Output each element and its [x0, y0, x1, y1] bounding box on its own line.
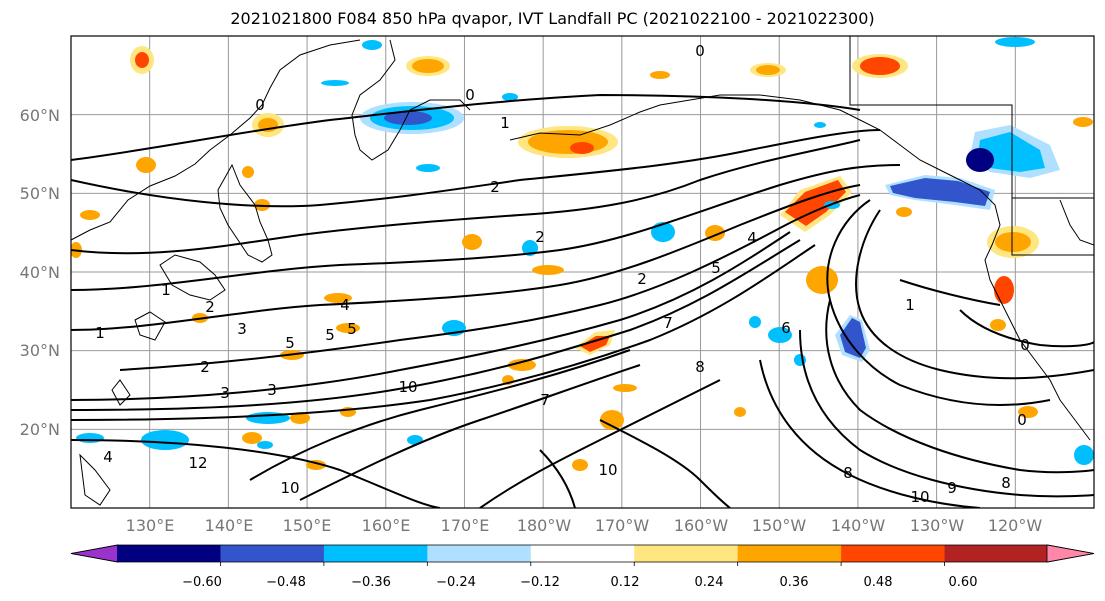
colorbar-segment	[427, 545, 532, 562]
contour-label: 6	[781, 319, 791, 337]
lon-label: 150°W	[752, 516, 807, 535]
colorbar-segment	[117, 545, 221, 562]
contour-label: 2	[637, 270, 647, 288]
lat-label: 20°N	[20, 420, 60, 439]
contour-label: 5	[285, 334, 295, 352]
lon-label: 180°W	[517, 516, 572, 535]
colorbar-segment	[841, 545, 946, 562]
contour-label: 7	[663, 314, 673, 332]
contour-label: 9	[947, 479, 957, 497]
colorbar-segment	[323, 545, 428, 562]
contour-label: 4	[340, 296, 350, 314]
map-title: 2021021800 F084 850 hPa qvapor, IVT Land…	[230, 9, 875, 28]
colorbar-label: −0.12	[520, 575, 560, 590]
contour-label: 10	[598, 461, 617, 479]
ivt-contours	[71, 93, 1094, 508]
contour-label: 10	[910, 488, 929, 506]
map-border	[70, 35, 1095, 509]
lon-label: 150°E	[283, 516, 332, 535]
contour-label: 1	[161, 281, 171, 299]
contour-label: 3	[220, 384, 230, 402]
contour-label: 5	[711, 259, 721, 277]
contour-label: 1	[905, 296, 915, 314]
colorbar-extend-max	[1046, 544, 1095, 563]
colorbar-segment	[737, 545, 842, 562]
lon-label: 130°E	[126, 516, 175, 535]
lat-label: 60°N	[20, 106, 60, 125]
colorbar-label: 0.48	[864, 575, 893, 590]
contour-label: 2	[535, 228, 545, 246]
contour-label: 8	[1001, 474, 1011, 492]
contour-label: 8	[843, 464, 853, 482]
contour-label: 2	[200, 358, 210, 376]
contour-label: 2	[205, 298, 215, 316]
contour-label: 0	[1017, 411, 1027, 429]
contour-label: 4	[747, 229, 757, 247]
lat-label: 40°N	[20, 263, 60, 282]
colorbar-label: 0.12	[611, 575, 640, 590]
contour-label: 8	[695, 358, 705, 376]
lon-label: 140°E	[205, 516, 254, 535]
colorbar-segment	[944, 545, 1049, 562]
colorbar-segment	[530, 545, 635, 562]
contour-label: 0	[465, 86, 475, 104]
colorbar-outline	[70, 544, 1095, 563]
contour-label: 0	[255, 96, 265, 114]
lon-label: 160°W	[674, 516, 729, 535]
colorbar-label: 0.60	[949, 575, 978, 590]
negative-anomaly-blobs	[76, 37, 1094, 465]
colorbar-label: −0.60	[182, 575, 222, 590]
contour-label: 5	[347, 320, 357, 338]
contour-label: 10	[280, 479, 299, 497]
lon-label: 130°W	[910, 516, 965, 535]
contour-label: 7	[540, 391, 550, 409]
contour-label: 3	[267, 381, 277, 399]
lat-label: 50°N	[20, 184, 60, 203]
contour-label: 0	[695, 42, 705, 60]
longitude-labels: 130°E 140°E 150°E 160°E 170°E 180°W 170°…	[126, 516, 1043, 535]
lon-label: 170°E	[441, 516, 490, 535]
contour-label: 10	[398, 378, 417, 396]
colorbar-label: −0.36	[351, 575, 391, 590]
latitude-labels: 60°N 50°N 40°N 30°N 20°N	[20, 106, 60, 439]
colorbar	[70, 544, 1095, 566]
lon-label: 140°W	[831, 516, 886, 535]
lon-label: 170°W	[595, 516, 650, 535]
colorbar-labels: −0.60 −0.48 −0.36 −0.24 −0.12 0.12 0.24 …	[182, 575, 977, 590]
contour-label: 1	[95, 324, 105, 342]
contour-label: 2	[490, 178, 500, 196]
lat-label: 30°N	[20, 341, 60, 360]
contour-label: 1	[500, 114, 510, 132]
colorbar-label: −0.24	[436, 575, 476, 590]
contour-label: 3	[237, 320, 247, 338]
lon-label: 160°E	[362, 516, 411, 535]
colorbar-extend-min	[70, 544, 119, 563]
contour-label: 5	[325, 326, 335, 344]
contour-label: 0	[1020, 336, 1030, 354]
qvapor-shading	[71, 37, 1094, 471]
colorbar-label: −0.48	[266, 575, 306, 590]
contour-label: 12	[188, 454, 207, 472]
colorbar-segment	[634, 545, 739, 562]
colorbar-label: 0.36	[780, 575, 809, 590]
lon-label: 120°W	[988, 516, 1043, 535]
colorbar-label: 0.24	[695, 575, 724, 590]
colorbar-segment	[220, 545, 325, 562]
contour-label: 4	[103, 448, 113, 466]
